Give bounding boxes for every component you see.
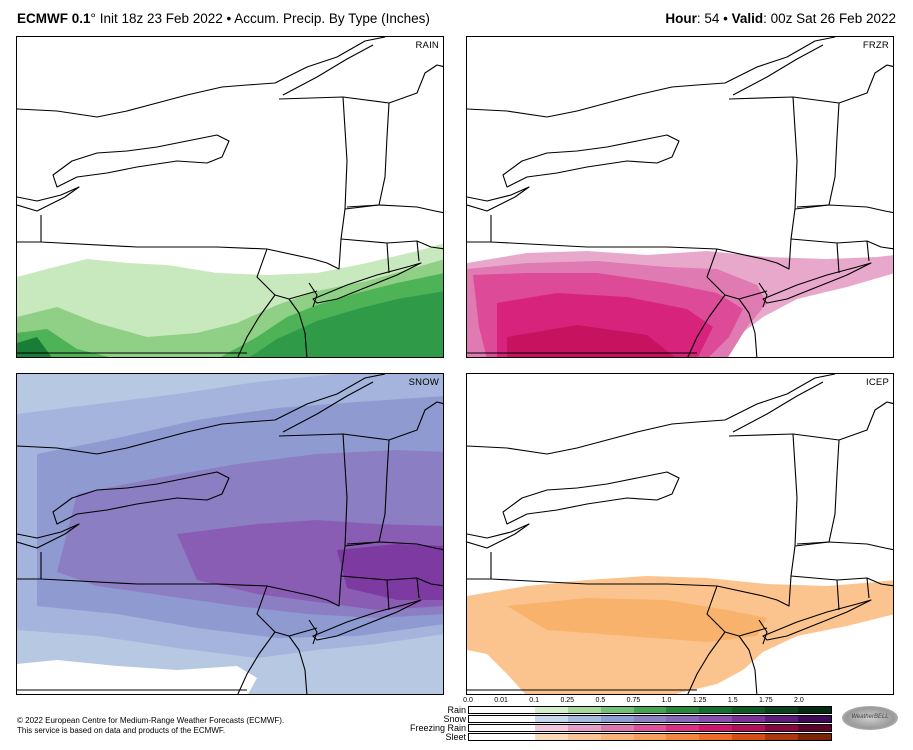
legend-swatch: [501, 734, 535, 740]
frzr-shade-darkest: [507, 325, 675, 357]
legend-row-label: Freezing Rain: [409, 723, 466, 733]
legend-swatch: [501, 707, 535, 713]
legend-swatch: [798, 725, 831, 731]
legend-swatch: [469, 734, 502, 740]
legend-swatch: [469, 725, 502, 731]
icep-map: [467, 374, 893, 694]
legend-swatch: [567, 707, 601, 713]
legend-swatch: [600, 725, 634, 731]
legend-swatch: [699, 707, 733, 713]
legend-swatch: [600, 707, 634, 713]
valid-time: Hour: 54 • Valid: 00z Sat 26 Feb 2022: [665, 11, 896, 26]
legend-swatch: [798, 734, 831, 740]
legend-swatch: [633, 725, 667, 731]
legend-color-row: [468, 706, 832, 714]
legend-tick: 1.0: [661, 697, 672, 704]
rain-shade-darker: [250, 291, 443, 357]
legend-row-label: Snow: [443, 714, 466, 724]
rain-shade-darkest: [17, 337, 52, 357]
precip-legend: 0.0 0.01 0.1 0.25 0.5 0.75 1.0 1.25 1.5 1.75 2.0 Ra…: [400, 697, 840, 745]
snow-map: [17, 374, 443, 694]
legend-swatch: [469, 716, 502, 722]
legend-swatch: [534, 707, 568, 713]
legend-swatch: [501, 716, 535, 722]
legend-swatch: [765, 734, 799, 740]
product-name: Accum. Precip. By Type (Inches): [234, 11, 430, 26]
legend-swatch: [699, 725, 733, 731]
legend-swatch: [732, 707, 766, 713]
legend-swatch: [534, 725, 568, 731]
legend-swatch: [798, 707, 831, 713]
legend-swatch: [534, 734, 568, 740]
legend-tick: 1.75: [759, 697, 773, 704]
panel-label-snow: SNOW: [408, 377, 439, 388]
frzr-map: [467, 37, 893, 357]
legend-swatch: [732, 734, 766, 740]
legend-swatch: [567, 716, 601, 722]
copyright-line-2: This service is based on data and produc…: [17, 726, 226, 735]
legend-tick: 2.0: [794, 697, 804, 704]
legend-swatch: [534, 716, 568, 722]
snow-panel: SNOW: [16, 373, 444, 695]
panel-label-frzr: FRZR: [862, 40, 889, 51]
legend-color-row: [468, 724, 832, 732]
valid-value: : 00z Sat 26 Feb 2022: [763, 11, 896, 26]
snow-shade-darkest: [337, 544, 443, 600]
snow-shade-white: [17, 660, 257, 694]
legend-tick: 0.01: [494, 697, 508, 704]
legend-swatch: [469, 707, 502, 713]
title-separator: •: [226, 11, 232, 26]
valid-label: Valid: [731, 11, 764, 26]
copyright-line: © 2022 European Centre for Medium-Range …: [17, 716, 285, 725]
legend-swatch: [600, 716, 634, 722]
legend-tick: 0.0: [463, 697, 473, 704]
legend-row-label: Sleet: [445, 732, 466, 742]
legend-tick: 1.25: [692, 697, 707, 704]
legend-swatch: [633, 716, 667, 722]
weatherbell-logo: WeatherBELL: [842, 706, 898, 730]
legend-swatch: [600, 734, 634, 740]
hour-label: Hour: [665, 11, 697, 26]
init-time: Init 18z 23 Feb 2022: [99, 11, 223, 26]
degree-sign: °: [90, 11, 96, 26]
legend-swatch: [732, 725, 766, 731]
icep-shade-mid: [507, 598, 767, 642]
rain-panel: RAIN: [16, 36, 444, 358]
icep-panel: ICEP: [466, 373, 894, 695]
map-title: ECMWF 0.1° Init 18z 23 Feb 2022 • Accum.…: [17, 11, 430, 26]
legend-swatch: [501, 725, 535, 731]
legend-swatch: [666, 716, 700, 722]
panel-label-icep: ICEP: [866, 377, 889, 388]
legend-color-row: [468, 715, 832, 723]
legend-tick: 1.5: [727, 697, 738, 704]
legend-swatch: [633, 734, 667, 740]
legend-swatch: [798, 716, 831, 722]
legend-tick: 0.1: [529, 697, 540, 704]
legend-swatch: [633, 707, 667, 713]
title-separator: •: [723, 11, 728, 26]
legend-swatch: [732, 716, 766, 722]
legend-swatch: [699, 734, 733, 740]
legend-swatch: [666, 725, 700, 731]
legend-row-label: Rain: [447, 705, 466, 715]
legend-swatch: [765, 725, 799, 731]
legend-swatch: [666, 734, 700, 740]
panel-label-rain: RAIN: [415, 40, 439, 51]
legend-swatch: [699, 716, 733, 722]
legend-tick: 0.5: [595, 697, 606, 704]
legend-tick: 0.25: [560, 697, 575, 704]
legend-swatch: [567, 725, 601, 731]
legend-swatch: [666, 707, 700, 713]
model-name: ECMWF 0.1: [17, 11, 91, 26]
frzr-panel: FRZR: [466, 36, 894, 358]
legend-color-row: [468, 733, 832, 741]
hour-value: : 54: [696, 11, 720, 26]
rain-map: [17, 37, 443, 357]
legend-swatch: [567, 734, 601, 740]
legend-tick: 0.75: [626, 697, 641, 704]
legend-swatch: [765, 707, 799, 713]
legend-swatch: [765, 716, 799, 722]
